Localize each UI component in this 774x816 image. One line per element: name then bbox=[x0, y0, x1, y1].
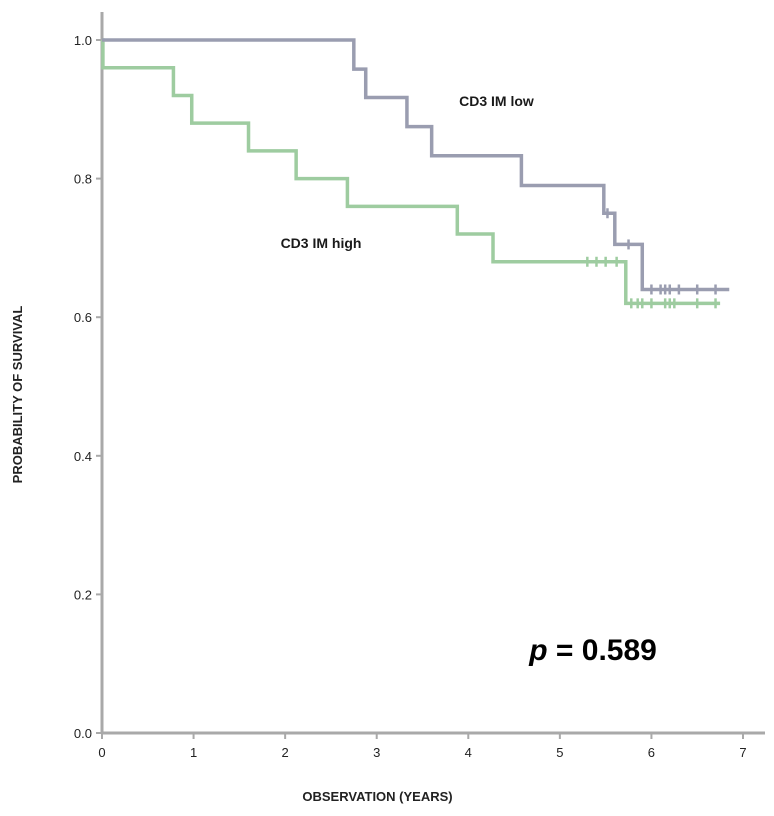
x-tick-label: 6 bbox=[648, 745, 655, 760]
y-tick-label: 1.0 bbox=[74, 33, 92, 48]
y-tick-label: 0.4 bbox=[74, 449, 92, 464]
x-tick-label: 3 bbox=[373, 745, 380, 760]
y-tick-label: 0.2 bbox=[74, 587, 92, 602]
series-label: CD3 IM low bbox=[459, 93, 534, 109]
survival-curve bbox=[101, 38, 721, 306]
series-label: CD3 IM high bbox=[281, 235, 362, 251]
x-axis: 0 1 2 3 4 5 6 7 bbox=[98, 731, 765, 760]
y-axis-title: PROBABILITY OF SURVIVAL bbox=[10, 306, 25, 484]
labels-layer: CD3 IM high CD3 IM low bbox=[281, 93, 534, 251]
x-tick-label: 4 bbox=[465, 745, 472, 760]
x-axis-title: OBSERVATION (YEARS) bbox=[302, 789, 452, 804]
x-tick-label: 5 bbox=[556, 745, 563, 760]
y-tick-label: 0.0 bbox=[74, 726, 92, 741]
x-tick-label: 2 bbox=[282, 745, 289, 760]
x-tick-label: 7 bbox=[739, 745, 746, 760]
p-value: = 0.589 bbox=[548, 634, 657, 667]
p-value-annotation: p = 0.589 bbox=[528, 634, 657, 667]
x-tick-label: 0 bbox=[98, 745, 105, 760]
p-symbol: p bbox=[528, 634, 547, 667]
series-layer bbox=[101, 38, 730, 309]
y-axis: 0.0 0.2 0.4 0.6 0.8 1.0 bbox=[74, 12, 104, 741]
survival-curve bbox=[102, 38, 730, 292]
y-tick-label: 0.8 bbox=[74, 172, 92, 187]
x-tick-label: 1 bbox=[190, 745, 197, 760]
y-tick-label: 0.6 bbox=[74, 310, 92, 325]
